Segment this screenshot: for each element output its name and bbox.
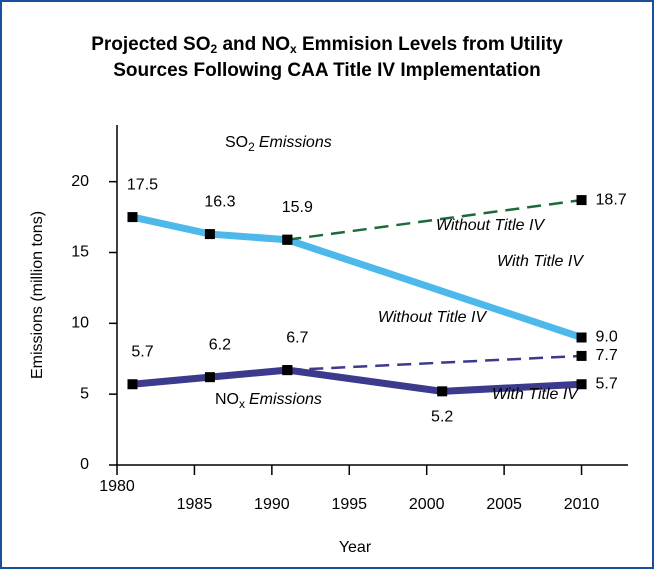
chart-title: Projected SO2 and NOx Emmision Levels fr…: [91, 34, 563, 81]
series-name: With Title IV: [497, 253, 584, 270]
title-text: and NO: [217, 34, 290, 55]
x-tick-label: 2010: [564, 496, 600, 513]
group-rest: Emissions: [259, 134, 332, 151]
point-marker: [282, 234, 293, 245]
value-label: 6.2: [209, 336, 231, 353]
y-tick-label: 20: [71, 173, 89, 190]
x-tick-label: 1995: [331, 496, 367, 513]
group-label: SO2 Emissions: [225, 134, 332, 154]
value-label: 16.3: [204, 193, 235, 210]
y-tick-label: 0: [80, 456, 89, 473]
point-marker: [576, 350, 587, 361]
title-subscript: x: [290, 42, 297, 56]
x-tick-label: 1985: [177, 496, 213, 513]
x-tick-label: 2000: [409, 496, 445, 513]
group-base: SO: [225, 134, 248, 151]
group-rest: Emissions: [249, 391, 322, 408]
value-label: 17.5: [127, 176, 158, 193]
value-label: 5.2: [431, 409, 453, 426]
x-axis-label: Year: [339, 539, 372, 556]
value-label: 6.7: [286, 329, 308, 346]
point-marker: [204, 372, 215, 383]
group-sub: x: [239, 397, 245, 411]
group-sub: 2: [248, 140, 255, 154]
point-marker: [127, 212, 138, 223]
point-marker: [204, 229, 215, 240]
value-label: 9.0: [596, 329, 618, 346]
value-label: 7.7: [596, 347, 618, 364]
series-line: [131, 213, 583, 341]
y-tick-label: 5: [80, 385, 89, 402]
point-marker: [437, 386, 448, 397]
x-tick-label: 1990: [254, 496, 290, 513]
y-tick-label: 15: [71, 244, 89, 261]
series-name: With Title IV: [492, 386, 579, 403]
point-marker: [127, 379, 138, 390]
value-label: 18.7: [596, 191, 627, 208]
x-tick-label: 2005: [486, 496, 522, 513]
value-label: 15.9: [282, 199, 313, 216]
series-line: [287, 198, 582, 241]
series-name: Without Title IV: [378, 309, 488, 326]
title-text: Projected SO: [91, 34, 210, 55]
y-tick-label: 10: [71, 315, 89, 332]
series-name: Without Title IV: [436, 217, 546, 234]
point-marker: [282, 365, 293, 376]
y-axis-label: Emissions (million tons): [29, 211, 46, 379]
title-text: Sources Following CAA Title IV Implement…: [113, 60, 541, 81]
series-line: [287, 354, 582, 372]
value-label: 5.7: [596, 375, 618, 392]
group-label: NOx Emissions: [215, 391, 322, 411]
value-label: 5.7: [131, 343, 153, 360]
point-marker: [576, 332, 587, 343]
group-base: NO: [215, 391, 239, 408]
x-tick-label: 1980: [99, 478, 135, 495]
title-subscript: 2: [211, 42, 218, 56]
point-marker: [576, 195, 587, 206]
point-marker: [576, 379, 587, 390]
title-text: Emmision Levels from Utility: [297, 34, 563, 55]
